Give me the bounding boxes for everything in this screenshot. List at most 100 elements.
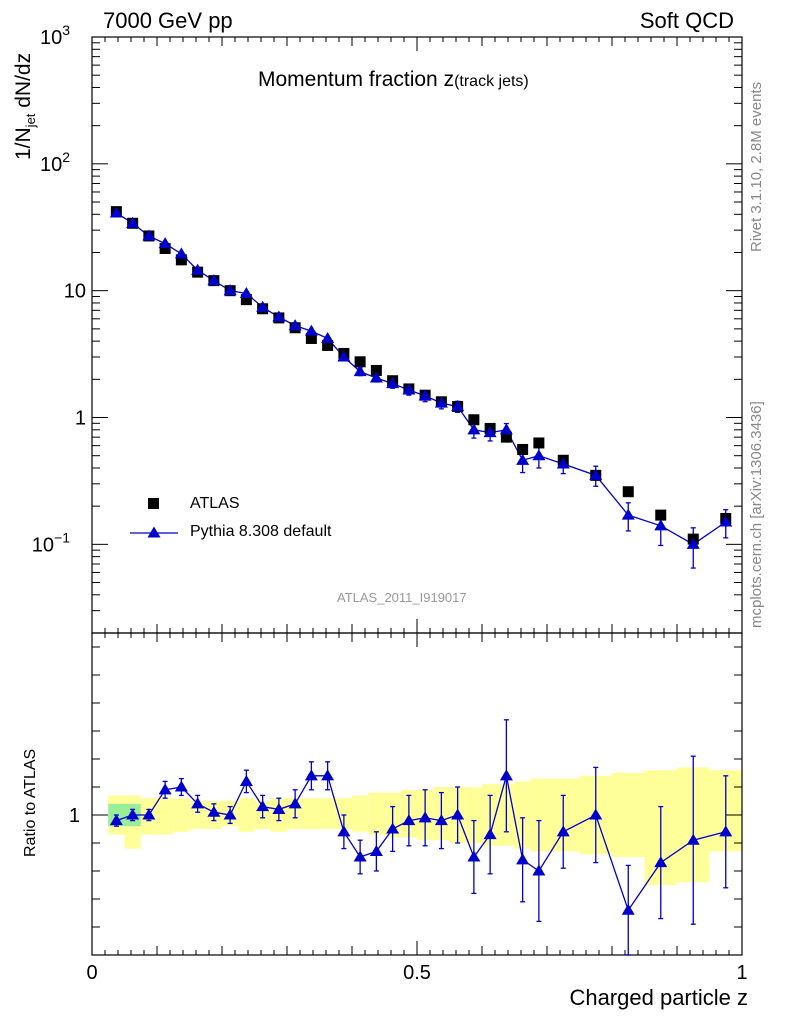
ratio-band-bin xyxy=(335,798,352,829)
ratio-pythia-point xyxy=(556,825,570,837)
ratio-pythia-point xyxy=(288,797,302,809)
atlas-data-point xyxy=(655,509,667,521)
pythia-data-point xyxy=(451,400,465,412)
ratio-pythia-point xyxy=(499,769,513,781)
ratio-pythia-point xyxy=(158,783,172,795)
atlas-data-point xyxy=(468,414,480,426)
legend-pythia-marker xyxy=(147,526,161,538)
legend-atlas-marker xyxy=(148,498,159,509)
ratio-pythia-point xyxy=(272,802,286,814)
ratio-pythia-point xyxy=(321,769,335,781)
plot-title: Momentum fraction z(track jets) xyxy=(258,68,529,92)
pythia-data-point xyxy=(191,263,205,275)
pythia-data-point xyxy=(109,206,123,218)
pythia-data-point xyxy=(239,286,253,299)
ratio-band-bin xyxy=(530,778,547,852)
ratio-pythia-point xyxy=(621,903,635,915)
y-tick-label: 103 xyxy=(40,22,70,49)
y-label-part-1: 1/N xyxy=(12,127,35,160)
ratio-band-bin xyxy=(238,798,255,832)
pythia-data-point xyxy=(223,284,237,296)
ratio-pythia-point xyxy=(239,774,253,786)
atlas-data-point xyxy=(322,339,334,351)
ratio-band-bin xyxy=(173,798,190,832)
pythia-data-point xyxy=(556,457,570,469)
plot-title-sub: (track jets) xyxy=(454,73,529,90)
mcplots-source-label: mcplots.cern.ch [arXiv:1306.3436] xyxy=(748,401,765,628)
ratio-band-bin xyxy=(303,798,320,829)
ratio-pythia-point xyxy=(174,780,188,792)
pythia-data-point xyxy=(321,331,335,344)
atlas-data-point xyxy=(370,364,382,376)
ratio-pythia-point xyxy=(483,828,497,840)
x-axis-title: Charged particle z xyxy=(569,985,748,1010)
pythia-data-point xyxy=(256,300,270,312)
pythia-data-point xyxy=(386,377,400,389)
pythia-data-point xyxy=(621,508,635,520)
ratio-pythia-point xyxy=(451,808,465,820)
ratio-pythia-point xyxy=(467,850,481,862)
ratio-pythia-point xyxy=(418,811,432,823)
ratio-pythia-point xyxy=(223,808,237,820)
pythia-data-point xyxy=(369,371,383,383)
ratio-pythia-point xyxy=(516,853,530,865)
pythia-data-point xyxy=(516,453,530,465)
atlas-data-point xyxy=(533,437,545,449)
main-y-axis-label: 1/Njet dN/dz xyxy=(12,53,38,160)
pythia-data-point xyxy=(304,324,318,336)
ratio-pythia-point xyxy=(532,864,546,876)
pythia-data-point xyxy=(499,423,513,435)
ratio-pythia-point xyxy=(369,844,383,856)
ratio-band-bin xyxy=(514,781,531,849)
analysis-id-label: ATLAS_2011_I919017 xyxy=(337,590,467,605)
ratio-y-axis-label: Ratio to ATLAS xyxy=(22,748,39,857)
x-tick-label: 0.5 xyxy=(403,962,431,984)
atlas-data-point xyxy=(354,356,366,368)
y-tick-label: 1 xyxy=(75,408,86,430)
ratio-band-bin xyxy=(352,795,369,832)
header-right: Soft QCD xyxy=(639,8,734,33)
plot-title-main: Momentum fraction z xyxy=(258,68,455,91)
pythia-data-point xyxy=(434,396,448,408)
ratio-band-bin xyxy=(157,798,174,835)
main-plot-frame xyxy=(91,36,743,634)
pythia-data-point xyxy=(207,274,221,286)
pythia-data-point xyxy=(158,237,172,249)
atlas-data-point xyxy=(159,243,171,255)
y-tick-label: 10 xyxy=(64,281,86,303)
ratio-pythia-point xyxy=(434,814,448,826)
ratio-band-bin xyxy=(368,792,385,835)
x-tick-label: 0 xyxy=(86,962,97,984)
y-label-part-2: dN/dz xyxy=(12,52,35,114)
atlas-data-point xyxy=(305,332,317,344)
pythia-data-point xyxy=(337,350,351,362)
ratio-pythia-point xyxy=(126,808,140,820)
ratio-pythia-point xyxy=(337,825,351,837)
y-tick-label: 10−1 xyxy=(32,529,70,556)
legend-atlas-label: ATLAS xyxy=(190,495,240,512)
ratio-pythia-point xyxy=(256,800,270,812)
pythia-data-point xyxy=(719,515,733,527)
legend-pythia-label: Pythia 8.308 default xyxy=(190,523,332,540)
pythia-data-point xyxy=(288,319,302,331)
pythia-data-point xyxy=(174,247,188,259)
pythia-data-point xyxy=(402,383,416,395)
pythia-data-point xyxy=(654,519,668,531)
y-tick-label: 102 xyxy=(40,149,70,176)
ratio-pythia-point xyxy=(386,822,400,834)
ratio-pythia-point xyxy=(207,805,221,817)
atlas-data-point xyxy=(517,443,529,455)
pythia-data-point xyxy=(272,310,286,322)
ratio-y-tick-label: 1 xyxy=(69,805,80,827)
atlas-data-point xyxy=(500,431,512,443)
ratio-pythia-point xyxy=(719,825,733,837)
ratio-pythia-point xyxy=(589,808,603,820)
atlas-data-point xyxy=(622,486,634,498)
pythia-data-point xyxy=(353,365,367,377)
x-tick-label: 1 xyxy=(736,962,747,984)
ratio-pythia-point xyxy=(109,814,123,826)
rivet-version-label: Rivet 3.1.10, 2.8M events xyxy=(748,81,765,252)
ratio-band-bin xyxy=(465,787,482,843)
header-left: 7000 GeV pp xyxy=(103,8,233,33)
